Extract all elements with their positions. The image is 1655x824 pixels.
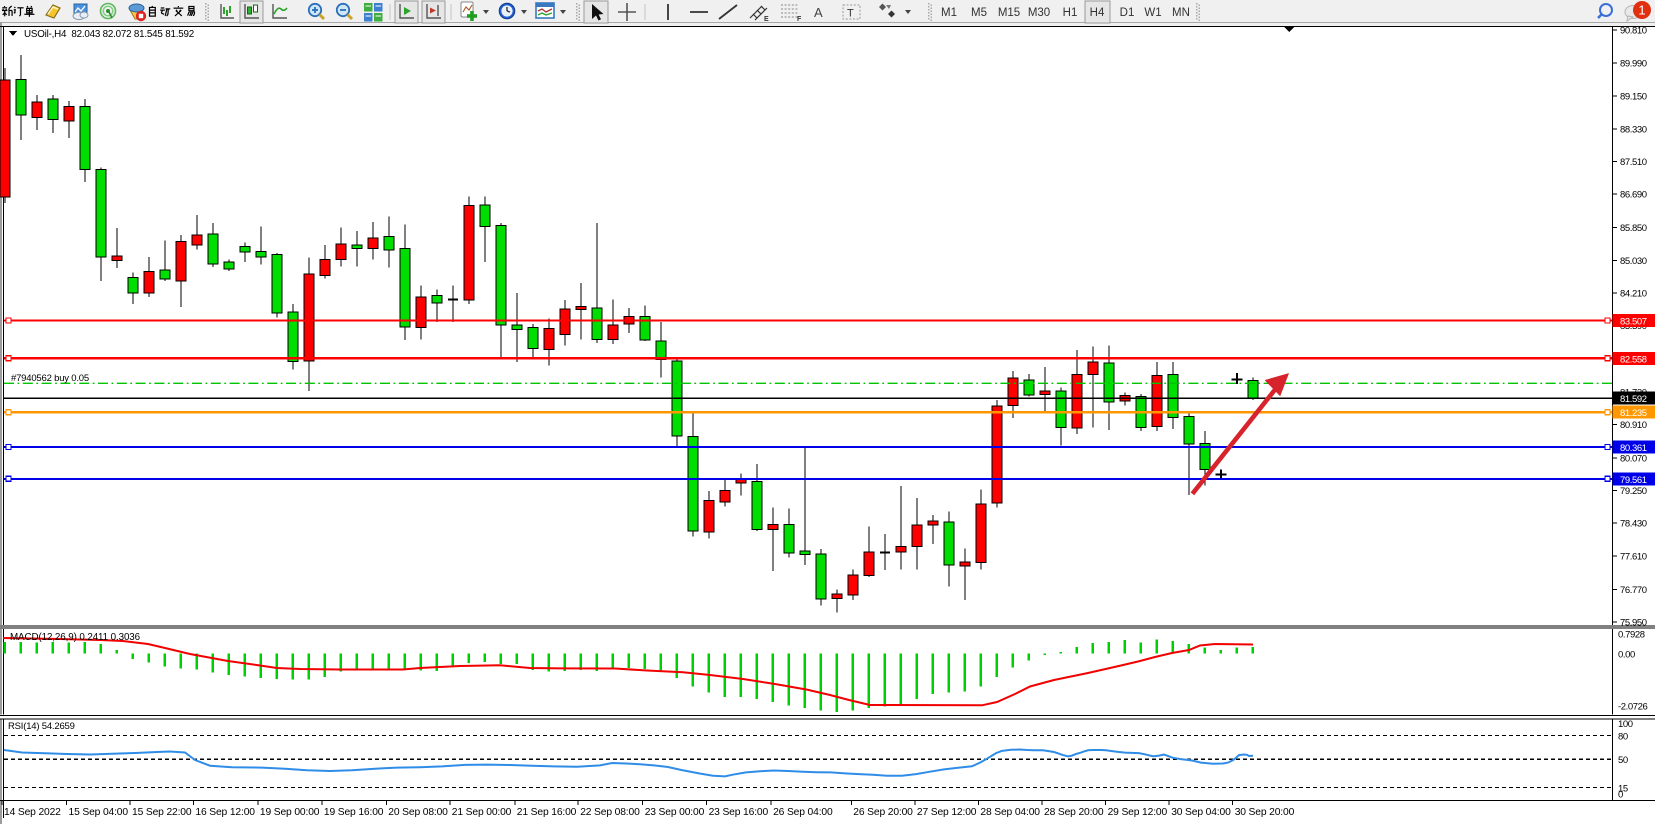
svg-text:W1: W1 <box>1144 7 1161 19</box>
svg-text:89.150: 89.150 <box>1620 92 1647 103</box>
svg-text:D1: D1 <box>1120 7 1135 19</box>
svg-text:MN: MN <box>1172 7 1190 19</box>
svg-text:27 Sep 12:00: 27 Sep 12:00 <box>917 807 977 818</box>
svg-text:76.770: 76.770 <box>1620 585 1647 596</box>
svg-text:87.510: 87.510 <box>1620 157 1647 168</box>
svg-text:15 Sep 04:00: 15 Sep 04:00 <box>69 807 129 818</box>
svg-text:14 Sep 2022: 14 Sep 2022 <box>4 807 61 818</box>
svg-text:MACD(12,26,9) 0.2411 0.3036: MACD(12,26,9) 0.2411 0.3036 <box>10 632 141 643</box>
svg-text:28 Sep 20:00: 28 Sep 20:00 <box>1044 807 1104 818</box>
svg-text:USOil-,H4 82.043 82.072 81.54: USOil-,H4 82.043 82.072 81.545 81.592 <box>24 29 194 40</box>
svg-text:77.610: 77.610 <box>1620 551 1647 562</box>
svg-text:M1: M1 <box>941 7 957 19</box>
svg-text:84.210: 84.210 <box>1620 288 1647 299</box>
svg-text:0.00: 0.00 <box>1618 650 1635 661</box>
svg-text:M5: M5 <box>971 7 987 19</box>
svg-text:15: 15 <box>1618 784 1628 795</box>
svg-text:80.361: 80.361 <box>1620 443 1647 454</box>
svg-text:78.430: 78.430 <box>1620 519 1647 530</box>
svg-text:30 Sep 20:00: 30 Sep 20:00 <box>1235 807 1295 818</box>
svg-text:1: 1 <box>1638 3 1645 18</box>
svg-text:82.558: 82.558 <box>1620 354 1647 365</box>
svg-text:79.561: 79.561 <box>1620 475 1647 486</box>
svg-text:E: E <box>764 16 769 23</box>
svg-text:15 Sep 22:00: 15 Sep 22:00 <box>132 807 192 818</box>
svg-text:90.810: 90.810 <box>1620 26 1647 37</box>
svg-text:89.990: 89.990 <box>1620 58 1647 69</box>
svg-text:21 Sep 00:00: 21 Sep 00:00 <box>452 807 512 818</box>
svg-text:22 Sep 08:00: 22 Sep 08:00 <box>580 807 640 818</box>
svg-text:23 Sep 00:00: 23 Sep 00:00 <box>645 807 705 818</box>
svg-text:0: 0 <box>1618 790 1623 801</box>
svg-text:30 Sep 04:00: 30 Sep 04:00 <box>1171 807 1231 818</box>
svg-text:83.507: 83.507 <box>1620 317 1647 328</box>
svg-text:88.330: 88.330 <box>1620 124 1647 135</box>
svg-text:H4: H4 <box>1090 7 1105 19</box>
svg-text:M30: M30 <box>1028 7 1050 19</box>
svg-text:H1: H1 <box>1063 7 1078 19</box>
svg-text:100: 100 <box>1618 719 1633 730</box>
svg-text:85.850: 85.850 <box>1620 223 1647 234</box>
svg-text:29 Sep 12:00: 29 Sep 12:00 <box>1108 807 1168 818</box>
svg-text:81.235: 81.235 <box>1620 408 1647 419</box>
svg-text:0.7928: 0.7928 <box>1618 630 1645 641</box>
svg-text:16 Sep 12:00: 16 Sep 12:00 <box>195 807 255 818</box>
svg-text:19 Sep 00:00: 19 Sep 00:00 <box>260 807 320 818</box>
svg-text:26 Sep 20:00: 26 Sep 20:00 <box>853 807 913 818</box>
svg-text:F: F <box>797 16 802 23</box>
svg-text:#7940562 buy 0.05: #7940562 buy 0.05 <box>11 373 89 384</box>
svg-text:80.910: 80.910 <box>1620 420 1647 431</box>
svg-text:21 Sep 16:00: 21 Sep 16:00 <box>517 807 577 818</box>
svg-text:19 Sep 16:00: 19 Sep 16:00 <box>324 807 384 818</box>
svg-text:-2.0726: -2.0726 <box>1618 702 1648 713</box>
svg-text:85.030: 85.030 <box>1620 256 1647 267</box>
svg-text:86.690: 86.690 <box>1620 190 1647 201</box>
svg-text:50: 50 <box>1618 755 1628 766</box>
svg-text:75.950: 75.950 <box>1620 617 1647 628</box>
svg-text:A: A <box>814 5 823 20</box>
svg-text:RSI(14) 54.2659: RSI(14) 54.2659 <box>8 721 75 732</box>
svg-text:23 Sep 16:00: 23 Sep 16:00 <box>709 807 769 818</box>
svg-text:T: T <box>847 8 854 20</box>
svg-text:20 Sep 08:00: 20 Sep 08:00 <box>388 807 448 818</box>
svg-text:80: 80 <box>1618 731 1628 742</box>
svg-text:80.070: 80.070 <box>1620 453 1647 464</box>
svg-text:28 Sep 04:00: 28 Sep 04:00 <box>980 807 1040 818</box>
svg-text:81.592: 81.592 <box>1620 394 1647 405</box>
svg-text:79.250: 79.250 <box>1620 486 1647 497</box>
svg-text:M15: M15 <box>998 7 1020 19</box>
svg-text:26 Sep 04:00: 26 Sep 04:00 <box>773 807 833 818</box>
